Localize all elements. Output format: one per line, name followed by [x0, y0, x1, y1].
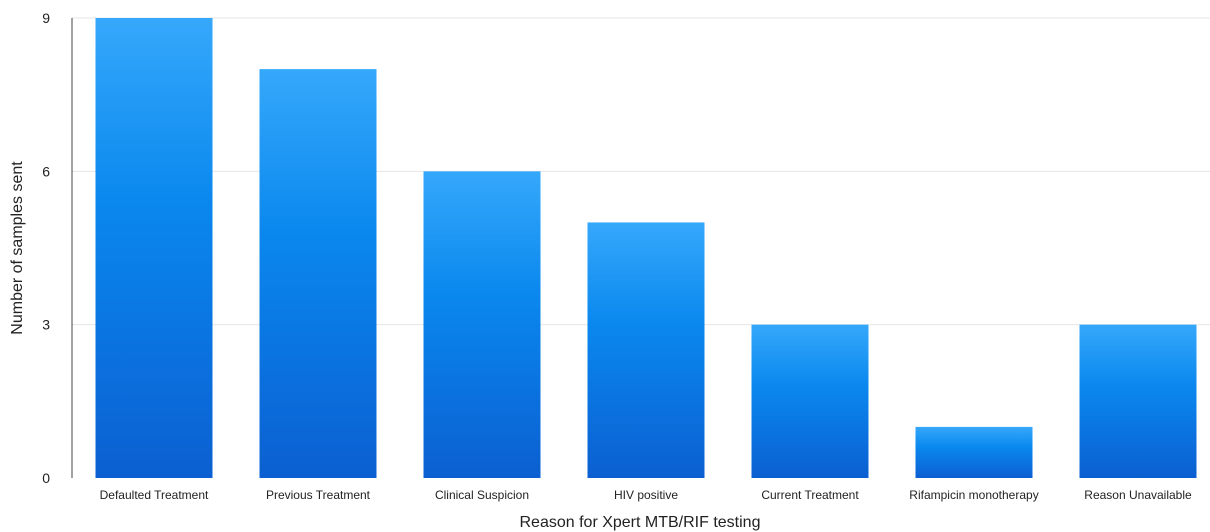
- y-tick-label: 6: [42, 163, 50, 179]
- bar: [95, 18, 213, 478]
- x-tick-label: Defaulted Treatment: [100, 488, 209, 502]
- x-axis-title: Reason for Xpert MTB/RIF testing: [520, 514, 761, 531]
- y-tick-label: 3: [42, 317, 50, 333]
- x-tick-label: Previous Treatment: [266, 488, 371, 502]
- x-tick-label: Clinical Suspicion: [435, 488, 529, 502]
- x-tick-label: Reason Unavailable: [1084, 488, 1192, 502]
- bar: [259, 69, 377, 478]
- y-tick-labels: 0 3 6 9: [42, 10, 50, 486]
- bar: [587, 222, 705, 478]
- bar: [423, 171, 541, 479]
- x-tick-labels: Defaulted Treatment Previous Treatment Cli…: [100, 488, 1192, 502]
- y-tick-label: 9: [42, 10, 50, 26]
- bar: [751, 324, 869, 478]
- y-tick-label: 0: [42, 470, 50, 486]
- x-tick-label: HIV positive: [614, 488, 678, 502]
- x-tick-label: Current Treatment: [761, 488, 859, 502]
- y-axis-title: Number of samples sent: [9, 161, 26, 335]
- bar: [1079, 324, 1197, 478]
- bar: [915, 426, 1033, 478]
- bars: [95, 18, 1197, 479]
- x-tick-label: Rifampicin monotherapy: [909, 488, 1038, 502]
